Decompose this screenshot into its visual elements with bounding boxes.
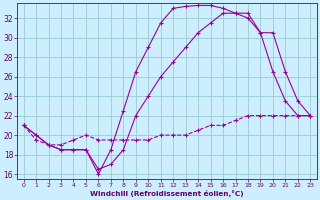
X-axis label: Windchill (Refroidissement éolien,°C): Windchill (Refroidissement éolien,°C) [90,190,244,197]
